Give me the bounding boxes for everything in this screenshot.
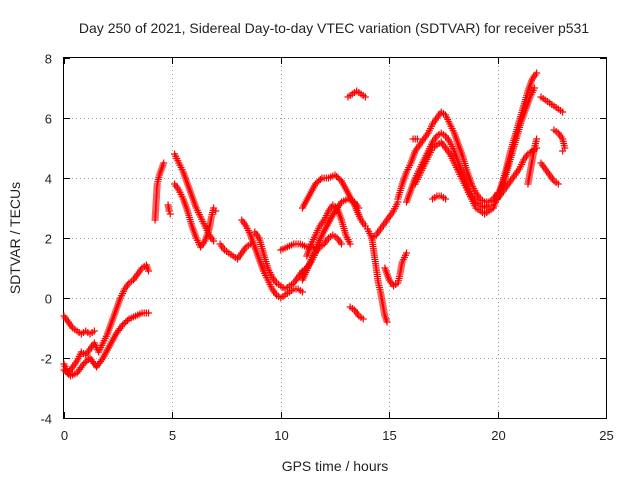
x-tick-label: 15 xyxy=(382,428,396,443)
data-point-arc3 xyxy=(81,359,89,366)
plot-frame xyxy=(63,57,607,419)
data-point-arc2 xyxy=(90,327,98,335)
data-point-arc3 xyxy=(120,320,128,327)
data-point-arc16 xyxy=(359,315,367,323)
data-point-arc6 xyxy=(210,237,218,245)
x-tick-label: 10 xyxy=(274,428,288,443)
x-tick-label: 5 xyxy=(169,428,176,443)
x-tick-label: 20 xyxy=(491,428,505,443)
data-point-arc27 xyxy=(530,84,538,92)
x-axis-label: GPS time / hours xyxy=(282,458,389,474)
data-point-arc5 xyxy=(165,207,173,215)
data-point-arc5 xyxy=(166,210,174,218)
axis-ticks: 0 5 10 15 20 25 -4 -2 0 2 4 6 8 xyxy=(40,52,613,444)
data-point-arc14 xyxy=(346,240,354,248)
data-point-arc30 xyxy=(554,180,562,188)
y-tick-label: 6 xyxy=(45,112,52,127)
data-point-arc12 xyxy=(315,177,323,185)
data-point-arc3 xyxy=(123,317,131,324)
data-point-arc12 xyxy=(313,179,321,186)
data-point-arc12 xyxy=(331,171,339,179)
data-point-arc3 xyxy=(145,309,153,317)
data-point-arc12 xyxy=(333,173,341,180)
y-tick-label: 4 xyxy=(45,172,52,187)
data-point-arc7 xyxy=(212,207,220,215)
data-point-arc17 xyxy=(361,93,369,101)
data-point-arc20 xyxy=(403,249,411,257)
grid-lines xyxy=(64,58,606,418)
data-point-arc13 xyxy=(355,204,363,212)
chart-title: Day 250 of 2021, Sidereal Day-to-day VTE… xyxy=(79,20,589,36)
y-tick-label: 0 xyxy=(45,292,52,307)
data-point-arc3 xyxy=(119,321,127,329)
data-point-arc22 xyxy=(485,201,493,209)
data-point-arc3 xyxy=(62,368,70,375)
data-point-arc4 xyxy=(160,159,168,167)
data-point-arc24 xyxy=(413,135,421,143)
y-tick-label: 2 xyxy=(45,232,52,247)
data-point-arc18 xyxy=(383,318,391,326)
data-point-arc12 xyxy=(311,180,319,188)
data-point-arc26 xyxy=(533,69,541,77)
x-tick-label: 0 xyxy=(61,428,68,443)
data-points xyxy=(60,69,569,380)
data-point-arc15 xyxy=(338,240,346,248)
y-tick-label: 8 xyxy=(45,52,52,67)
data-point-arc25 xyxy=(442,195,450,203)
data-point-arc31 xyxy=(559,108,567,116)
data-point-arc9 xyxy=(298,288,306,296)
data-point-arc32 xyxy=(559,147,567,155)
y-axis-label: SDTVAR / TECUs xyxy=(7,182,23,294)
data-point-arc29 xyxy=(533,135,541,143)
data-point-arc3 xyxy=(122,318,130,326)
y-tick-label: -2 xyxy=(40,352,52,367)
data-point-arc1 xyxy=(145,267,153,275)
y-tick-label: -4 xyxy=(40,412,52,427)
data-point-arc3 xyxy=(80,360,88,368)
data-point-arc12 xyxy=(334,174,342,182)
data-point-arc3 xyxy=(60,366,68,374)
data-point-arc12 xyxy=(316,176,324,183)
data-point-arc3 xyxy=(83,357,91,365)
data-point-arc3 xyxy=(63,369,71,377)
x-tick-label: 25 xyxy=(599,428,613,443)
